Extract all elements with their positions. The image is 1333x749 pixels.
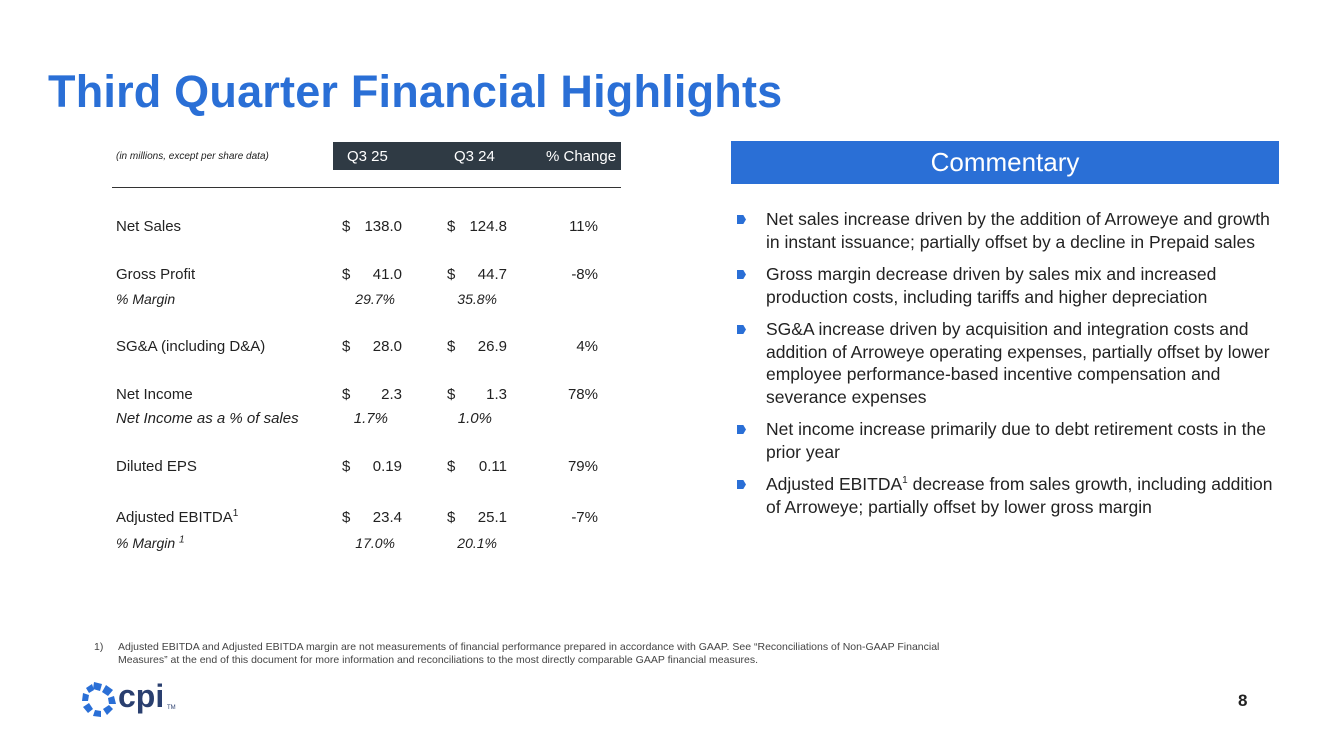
list-item: Net sales increase driven by the additio… [733,208,1278,253]
list-item: Adjusted EBITDA1 decrease from sales gro… [733,473,1278,518]
bullet-text: SG&A increase driven by acquisition and … [766,319,1270,407]
bullet-arrow-icon [737,325,746,334]
currency-symbol: $ [447,509,456,526]
bullet-arrow-icon [737,480,746,489]
page-title: Third Quarter Financial Highlights [48,66,783,117]
value-pct-change: 78% [567,386,598,403]
table-row-diluted-eps: Diluted EPS $ 0.19 $ 0.11 79% [112,458,621,480]
currency-symbol: $ [342,509,351,526]
row-label-text: Adjusted EBITDA [116,509,233,526]
footnote-text: Adjusted EBITDA and Adjusted EBITDA marg… [118,641,940,666]
list-item: Net income increase primarily due to deb… [733,418,1278,463]
page-number: 8 [1238,691,1248,710]
value-pct-change: -7% [571,509,598,526]
commentary-heading: Commentary [731,141,1279,184]
table-row-adjusted-ebitda: Adjusted EBITDA1 $ 23.4 $ 25.1 -7% [112,509,621,531]
column-header-q3-24: Q3 24 [454,148,495,165]
bullet-text: Net sales increase driven by the additio… [766,209,1270,252]
currency-symbol: $ [342,218,351,235]
bullet-arrow-icon [737,215,746,224]
value-q3-25: 29.7% [355,291,395,307]
value-pct-change: 11% [569,218,598,235]
cpi-logo-mark-icon [82,682,116,717]
footnote-number: 1) [94,641,104,653]
value-pct-change: 79% [567,458,598,475]
value-q3-25: 17.0% [355,535,395,551]
value-q3-25: 1.7% [353,410,388,427]
table-row-ebitda-margin: % Margin 1 17.0% 20.1% [112,535,621,557]
value-q3-24: 124.8 [469,218,507,235]
column-header-pct-change: % Change [546,148,617,165]
cpi-logo: cpi TM [80,678,180,719]
footnote-marker: 1 [179,534,185,546]
value-q3-25: 0.19 [372,458,402,475]
footnote-marker: 1 [232,508,239,519]
header-divider [112,187,621,188]
list-item: SG&A increase driven by acquisition and … [733,318,1278,408]
currency-symbol: $ [342,386,351,403]
row-label: Net Income as a % of sales [116,410,299,427]
row-label: SG&A (including D&A) [116,338,266,355]
currency-symbol: $ [447,218,456,235]
table-row-gross-profit: Gross Profit $ 41.0 $ 44.7 -8% [112,266,621,288]
value-q3-24: 26.9 [477,338,507,355]
value-q3-24: 1.3 [486,386,507,403]
logo-wordmark: cpi [118,678,165,714]
logo-trademark: TM [167,705,176,711]
value-q3-24: 0.11 [478,458,507,475]
row-label: Gross Profit [116,266,196,283]
currency-symbol: $ [447,458,456,475]
list-item: Gross margin decrease driven by sales mi… [733,263,1278,308]
value-pct-change: 4% [576,338,598,355]
row-label: Net Sales [116,218,182,235]
table-row-net-sales: Net Sales $ 138.0 $ 124.8 11% [112,218,621,240]
table-header-bar: Q3 25 Q3 24 % Change [333,142,621,170]
value-q3-25: 23.4 [372,509,402,526]
value-q3-24: 25.1 [477,509,507,526]
currency-symbol: $ [342,338,351,355]
bullet-text: Gross margin decrease driven by sales mi… [766,264,1217,307]
row-label-text: % Margin [116,535,180,551]
currency-symbol: $ [447,386,456,403]
table-row-net-income-pct: Net Income as a % of sales 1.7% 1.0% [112,410,621,432]
row-label: Net Income [116,386,193,403]
table-row-sga: SG&A (including D&A) $ 28.0 $ 26.9 4% [112,338,621,360]
commentary-list: Net sales increase driven by the additio… [733,208,1278,528]
value-q3-25: 2.3 [381,386,402,403]
currency-symbol: $ [447,338,456,355]
value-q3-24: 1.0% [457,410,492,427]
value-q3-24: 35.8% [457,291,497,307]
currency-symbol: $ [342,458,351,475]
bullet-text-post: decrease from sales growth, including ad… [766,474,1273,517]
currency-symbol: $ [342,266,351,283]
value-q3-24: 20.1% [457,535,497,551]
value-q3-25: 41.0 [372,266,402,283]
column-header-q3-25: Q3 25 [347,148,388,165]
footnote-marker: 1 [902,475,908,487]
bullet-text-pre: Adjusted EBITDA [766,474,903,494]
bullet-arrow-icon [737,425,746,434]
bullet-arrow-icon [737,270,746,279]
table-units-note: (in millions, except per share data) [116,151,269,162]
table-row-gross-margin: % Margin 29.7% 35.8% [112,291,621,313]
row-label: Diluted EPS [116,458,197,475]
row-label: % Margin 1 [116,535,185,551]
value-q3-25: 138.0 [364,218,402,235]
value-q3-24: 44.7 [477,266,507,283]
value-pct-change: -8% [571,266,598,283]
value-q3-25: 28.0 [372,338,402,355]
table-row-net-income: Net Income $ 2.3 $ 1.3 78% [112,386,621,408]
row-label: Adjusted EBITDA1 [116,508,239,527]
currency-symbol: $ [447,266,456,283]
row-label: % Margin [116,291,176,307]
bullet-text: Net income increase primarily due to deb… [766,419,1266,462]
